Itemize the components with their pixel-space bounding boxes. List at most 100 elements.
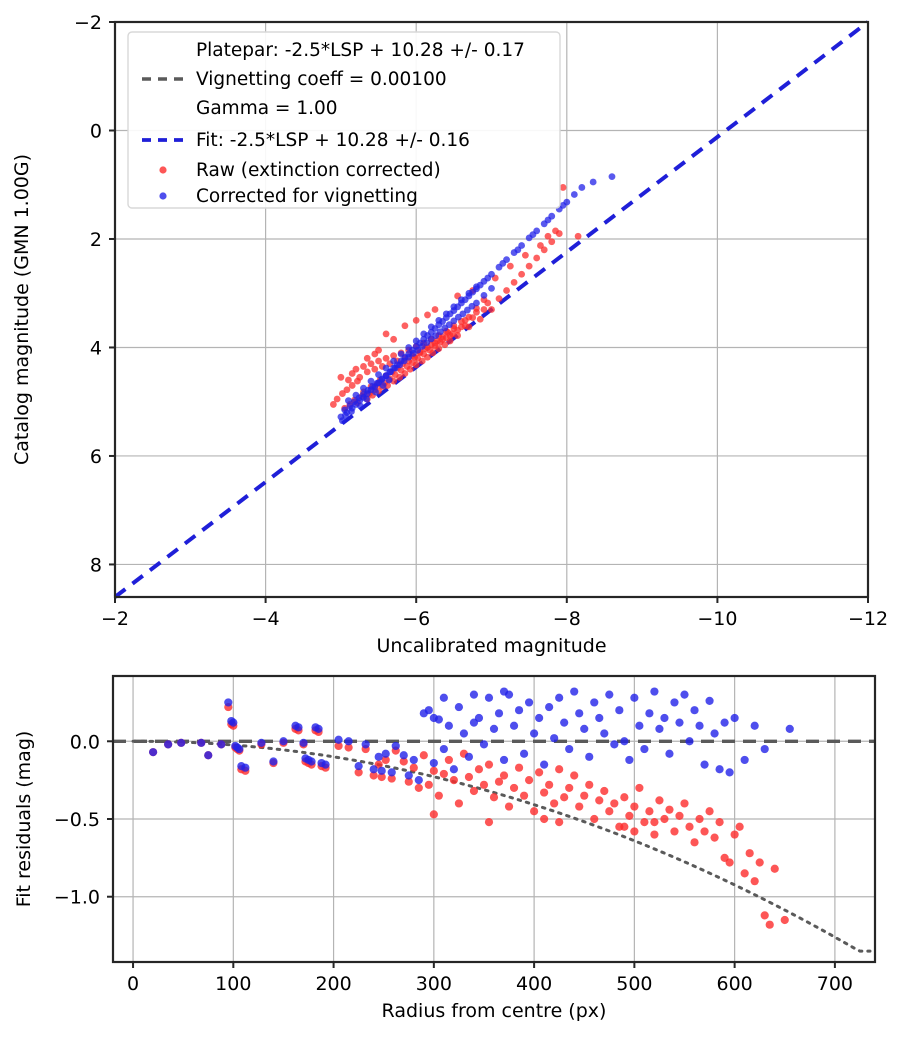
residual-yaxis-title: Fit residuals (mag) [13,731,35,908]
data-point [404,777,413,786]
data-point [352,365,360,373]
data-point [495,295,503,303]
data-point [367,360,375,368]
data-point [578,184,586,191]
data-point [559,201,567,209]
data-point [580,724,589,733]
data-point [241,763,250,772]
data-point [344,743,353,752]
data-point [375,357,382,365]
data-point [204,751,213,760]
data-point [570,771,579,780]
data-point [725,768,734,777]
data-point [449,765,458,774]
data-point [299,738,308,747]
data-point [514,763,524,772]
data-point [424,353,431,361]
data-point [630,802,639,811]
data-point [399,751,408,760]
data-point [345,376,352,384]
data-point [655,796,664,805]
data-point [346,402,354,410]
data-point [405,344,413,351]
data-point [439,693,448,702]
data-point [412,316,420,324]
data-point [333,395,341,403]
data-point [725,858,734,867]
main-ytick-label: 6 [90,446,102,468]
data-point [620,822,629,831]
data-point [429,713,438,723]
data-point [377,766,386,775]
data-point [424,780,433,789]
data-point [449,776,458,785]
data-point [464,306,471,314]
main-xaxis-title: Uncalibrated magnitude [376,635,606,657]
main-yaxis-title: Catalog magnitude (GMN 1.00G) [11,154,33,465]
legend-entry-label: Fit: -2.5*LSP + 10.28 +/- 0.16 [196,130,470,151]
data-point [509,783,519,793]
data-point [760,911,769,920]
data-point [371,365,379,373]
main-xtick-label: −2 [101,608,129,630]
data-point [540,814,549,824]
data-point [499,259,507,267]
data-point [459,729,469,738]
data-point [555,765,564,774]
data-point [372,388,379,396]
data-point [548,238,556,246]
data-point [387,368,394,376]
data-point [544,216,552,224]
data-point [780,915,789,925]
legend-red-dot-icon [159,166,167,174]
data-point [690,838,699,847]
data-point [424,706,433,715]
data-point [418,342,426,350]
data-point [765,920,774,929]
data-point [465,289,473,297]
data-point [474,713,484,723]
data-point [605,690,614,699]
data-point [436,328,444,336]
data-point [645,709,654,718]
data-point [479,740,489,749]
data-point [446,337,454,345]
data-point [439,335,446,343]
data-point [625,755,634,765]
data-point [429,766,438,775]
data-point [560,718,569,727]
data-point [409,755,418,765]
data-point [494,709,504,718]
data-point [432,332,440,339]
data-point [334,741,343,751]
data-point [494,777,504,786]
data-point [559,184,567,191]
data-point [675,718,684,727]
data-point [461,322,469,330]
main-xtick-label: −10 [697,608,737,630]
data-point [499,771,509,780]
data-point [382,354,390,362]
data-point [396,373,404,381]
data-point [354,377,361,385]
data-point [720,718,729,727]
data-point [409,763,418,772]
data-point [700,760,709,769]
data-point [620,793,629,802]
data-point [695,814,704,824]
data-point [378,376,385,383]
data-point [530,807,539,816]
data-point [445,321,453,329]
data-point [197,738,206,747]
data-point [533,254,541,262]
data-point [655,724,664,733]
data-point [519,749,529,758]
data-point [450,303,458,311]
data-point [405,353,413,361]
data-point [715,765,724,774]
data-point [665,749,674,758]
data-point [435,316,443,324]
data-point [550,734,559,743]
data-point [489,724,499,733]
